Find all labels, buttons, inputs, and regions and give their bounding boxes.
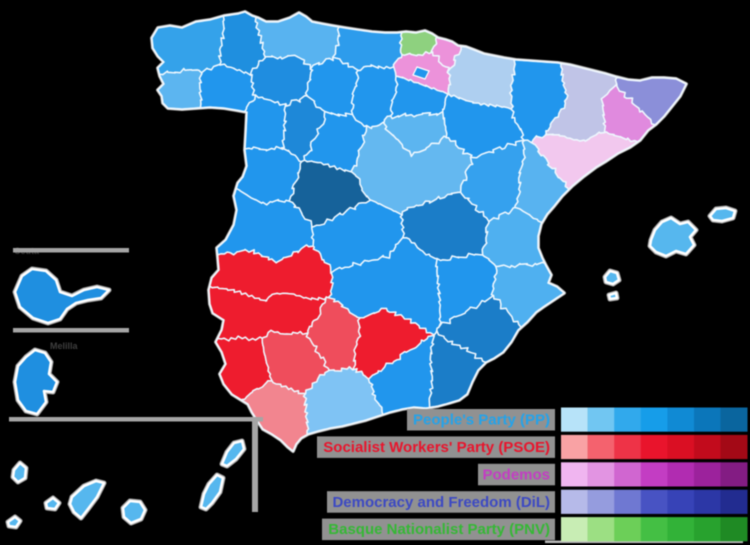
svg-text:Melilla: Melilla [50,341,79,351]
svg-text:Democracy and Freedom (DiL): Democracy and Freedom (DiL) [332,494,550,511]
svg-text:Basque Nationalist Party (PNV): Basque Nationalist Party (PNV) [328,521,550,538]
svg-text:Socialist Workers' Party (PSOE: Socialist Workers' Party (PSOE) [323,439,550,456]
svg-text:Podemos: Podemos [482,466,550,483]
svg-text:People's Party (PP): People's Party (PP) [413,412,550,429]
